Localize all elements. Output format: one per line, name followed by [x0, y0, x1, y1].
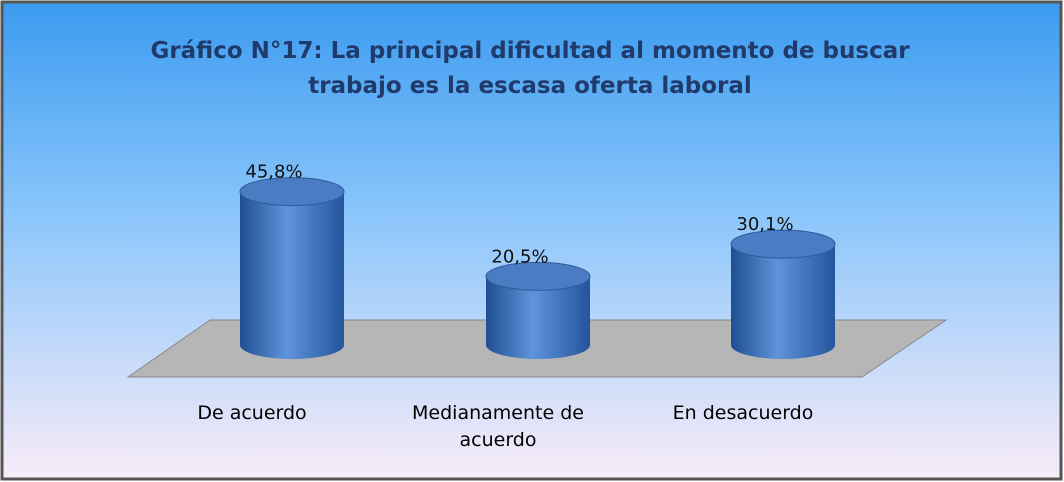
- cylinder-top: [239, 177, 345, 207]
- cylinder-body: [731, 244, 835, 359]
- cylinder: [730, 229, 836, 359]
- value-label: 45,8%: [245, 162, 302, 183]
- x-tick-label: De acuerdo: [197, 402, 307, 424]
- cylinder-top: [485, 261, 591, 291]
- cylinder-body: [486, 276, 590, 359]
- x-tick-label: En desacuerdo: [672, 402, 814, 424]
- value-label: 30,1%: [736, 214, 793, 235]
- chart-title: Gráfico N°17: La principal dificultad al…: [150, 38, 910, 99]
- x-tick-label: Medianamente de acuerdo: [412, 402, 584, 451]
- cylinder: [485, 261, 591, 359]
- cylinder-body: [240, 191, 344, 359]
- cylinder-top: [730, 229, 836, 259]
- cylinder: [239, 177, 345, 359]
- value-label: 20,5%: [491, 246, 548, 267]
